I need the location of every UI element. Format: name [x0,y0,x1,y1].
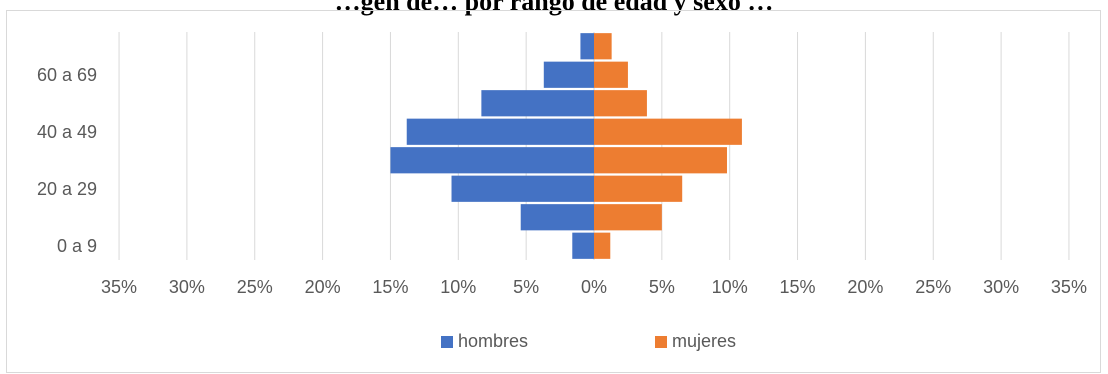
bar-hombres-7 [580,33,594,60]
x-tick-label: 5% [513,277,539,297]
bars [390,33,742,259]
x-tick-label: 0% [581,277,607,297]
x-tick-label: 25% [915,277,951,297]
bar-mujeres-1 [594,204,662,231]
legend-swatch-mujeres [655,335,667,348]
bar-hombres-4 [406,118,594,145]
x-tick-label: 10% [440,277,476,297]
legend-swatch-hombres [441,335,453,348]
bar-hombres-0 [572,232,594,259]
y-tick-label: 0 a 9 [57,236,97,256]
bar-mujeres-3 [594,147,727,174]
bar-mujeres-7 [594,33,612,60]
bar-mujeres-6 [594,61,628,88]
y-tick-label: 60 a 69 [37,65,97,85]
x-tick-label: 15% [372,277,408,297]
chart-frame [6,10,1101,373]
bar-mujeres-4 [594,118,742,145]
x-tick-label: 30% [169,277,205,297]
x-tick-label: 35% [101,277,137,297]
bar-hombres-3 [390,147,594,174]
bar-hombres-1 [520,204,594,231]
x-axis-labels: 35% 30% 25% 20% 15% 10% 5% 0% 5% 10% 15% 20% 25% 30% 3… [101,277,1087,297]
x-tick-label: 30% [983,277,1019,297]
bar-hombres-5 [481,90,594,117]
legend-item-hombres: hombres [441,331,528,352]
legend-label-hombres: hombres [458,331,529,351]
x-tick-label: 5% [649,277,675,297]
x-tick-label: 10% [712,277,748,297]
x-tick-label: 35% [1051,277,1087,297]
legend-item-mujeres: mujeres [655,331,736,352]
bar-mujeres-5 [594,90,647,117]
chart-title: …gen de… por rango de edad y sexo … [334,0,774,16]
y-tick-label: 20 a 29 [37,179,97,199]
legend-label-mujeres: mujeres [672,331,737,351]
x-tick-label: 25% [237,277,273,297]
bar-mujeres-2 [594,175,683,202]
bar-mujeres-0 [594,232,611,259]
x-tick-label: 20% [847,277,883,297]
y-tick-label: 40 a 49 [37,122,97,142]
bar-hombres-6 [543,61,594,88]
y-axis-labels: 0 a 9 20 a 29 40 a 49 60 a 69 [37,65,97,256]
x-tick-label: 15% [780,277,816,297]
x-tick-label: 20% [305,277,341,297]
bar-hombres-2 [451,175,594,202]
